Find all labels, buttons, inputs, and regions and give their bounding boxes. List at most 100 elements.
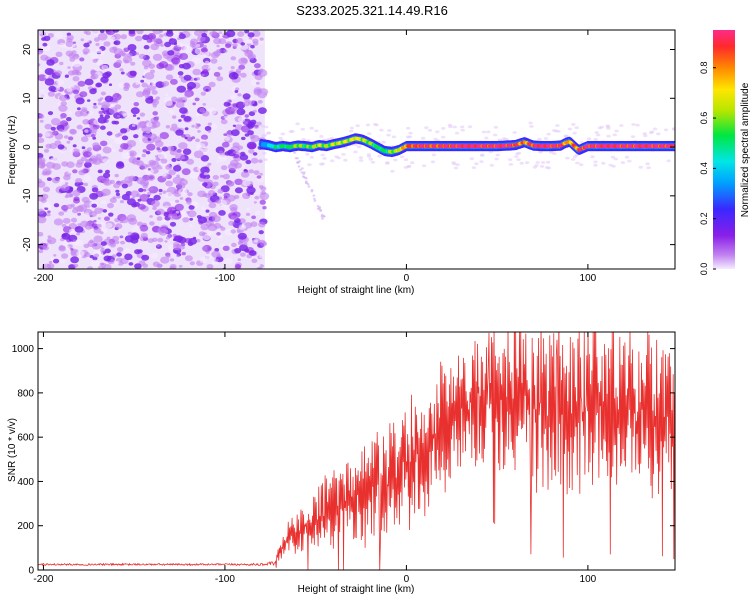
noise-blob (209, 31, 215, 36)
y-tick-label: 20 (22, 44, 33, 56)
noise-blob (256, 266, 263, 269)
noise-blob (68, 136, 74, 141)
noise-blob (42, 168, 52, 176)
noise-blob (252, 41, 259, 46)
noise-blob (54, 70, 63, 76)
noise-blob (121, 183, 128, 189)
haze-blob (512, 131, 517, 134)
noise-blob (75, 178, 83, 184)
haze-blob (460, 125, 465, 129)
noise-blob (128, 175, 136, 182)
noise-blob (147, 168, 151, 171)
noise-blob (81, 196, 90, 203)
tail-blob (304, 176, 307, 179)
noise-blob (197, 216, 208, 224)
noise-blob (69, 193, 74, 198)
haze-blob (319, 135, 324, 138)
noise-blob (127, 231, 133, 236)
noise-blob (132, 114, 137, 117)
noise-blob (74, 226, 84, 233)
noise-blob (120, 128, 128, 134)
x-tick-label: 100 (580, 273, 597, 284)
noise-blob (71, 85, 75, 88)
noise-blob (249, 192, 254, 195)
noise-blob (188, 237, 198, 245)
noise-blob (167, 50, 175, 56)
tail-region (293, 151, 326, 220)
noise-blob (131, 124, 136, 127)
noise-blob (164, 240, 168, 243)
noise-blob (65, 50, 74, 57)
noise-blob (117, 247, 124, 252)
x-tick-label: 0 (404, 273, 410, 284)
noise-blob (241, 136, 246, 141)
tail-blob (307, 185, 311, 188)
noise-blob (178, 33, 186, 40)
noise-blob (248, 143, 257, 150)
noise-blob (105, 169, 110, 174)
noise-blob (108, 144, 113, 148)
haze-blob (532, 165, 538, 169)
noise-blob (81, 146, 86, 150)
spectrogram-marks (38, 30, 675, 269)
noise-blob (83, 252, 91, 258)
noise-blob (176, 182, 186, 190)
haze-blob (430, 160, 436, 164)
haze-blob (441, 135, 446, 139)
noise-blob (237, 31, 245, 37)
haze-blob (384, 161, 390, 165)
noise-blob (87, 147, 92, 152)
tail-blob (306, 183, 310, 186)
noise-blob (121, 135, 129, 141)
noise-blob (196, 77, 201, 81)
haze-blob (358, 159, 364, 162)
haze-blob (537, 137, 542, 141)
noise-blob (90, 259, 100, 268)
noise-blob (43, 35, 51, 42)
y-tick-label: -10 (22, 188, 33, 203)
noise-blob (201, 246, 208, 251)
noise-blob (104, 95, 114, 103)
noise-blob (165, 180, 174, 187)
noise-blob (59, 61, 64, 66)
noise-blob (64, 74, 69, 78)
noise-blob (72, 44, 76, 48)
haze-blob (613, 157, 618, 161)
noise-blob (66, 204, 73, 210)
noise-blob (119, 200, 125, 204)
noise-blob (262, 206, 267, 210)
noise-blob (104, 114, 111, 120)
tail-blob (313, 199, 317, 202)
noise-blob (41, 193, 49, 200)
noise-blob (126, 198, 136, 206)
haze-blob (314, 129, 319, 133)
haze-blob (627, 159, 632, 163)
noise-blob (237, 93, 242, 97)
noise-blob (70, 256, 79, 264)
y-tick-label: 400 (17, 477, 34, 488)
haze-blob (574, 126, 579, 129)
noise-blob (155, 140, 164, 148)
haze-blob (578, 163, 584, 167)
noise-blob (168, 38, 177, 45)
noise-blob (205, 250, 210, 254)
haze-blob (435, 130, 440, 134)
noise-blob (172, 242, 180, 247)
noise-blob (189, 261, 195, 266)
snr-series-line (38, 332, 675, 570)
noise-blob (69, 148, 74, 153)
noise-blob (218, 38, 227, 45)
haze-blob (370, 160, 376, 164)
noise-blob (202, 69, 209, 74)
haze-blob (611, 164, 616, 168)
noise-blob (242, 179, 251, 187)
haze-blob (489, 163, 494, 167)
haze-blob (556, 130, 561, 133)
haze-blob (529, 125, 534, 128)
noise-blob (120, 34, 128, 40)
noise-blob (95, 82, 103, 88)
noise-blob (223, 133, 228, 137)
noise-blob (234, 90, 239, 93)
noise-blob (166, 206, 177, 215)
noise-blob (125, 191, 132, 196)
